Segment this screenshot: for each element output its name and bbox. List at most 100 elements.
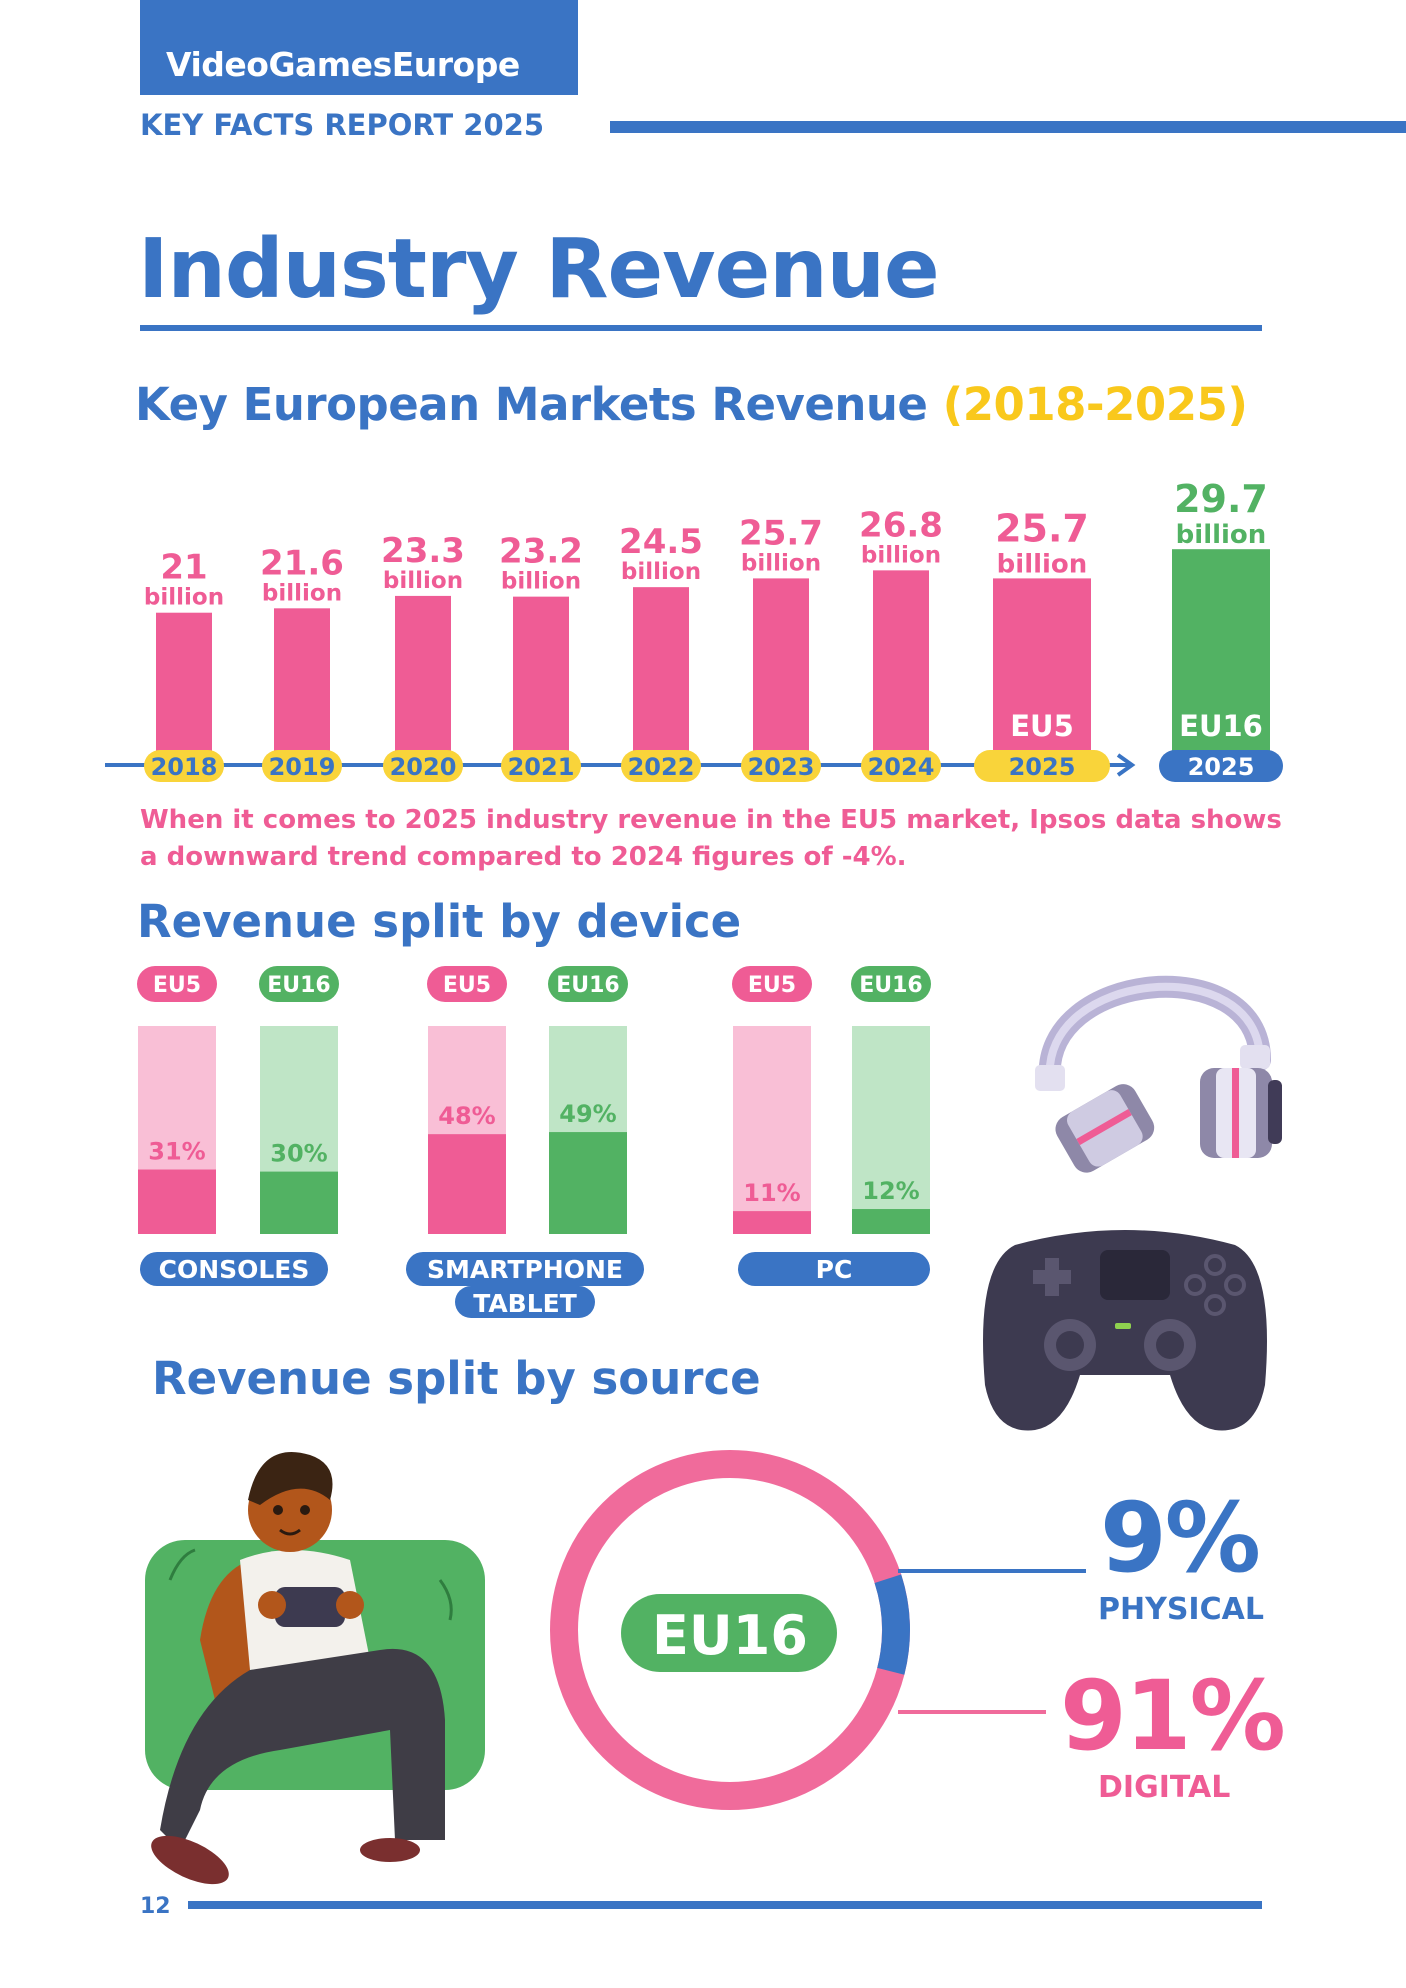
track-EU5-2 [733,1026,811,1234]
bar-EU5-1 [428,1134,506,1234]
bar-5 [753,578,809,766]
track-EU16-2 [852,1026,930,1234]
tag-EU5-1 [427,966,507,1002]
category-label-1-0: SMARTPHONE [427,1255,623,1284]
bar-8 [1172,549,1270,766]
year-label-4: 2022 [628,753,695,781]
value-label-7: 25.7 [995,506,1089,550]
brand-banner: VideoGamesEurope [140,0,578,95]
year-pill-2 [383,750,463,782]
year-pill-5 [741,750,821,782]
year-label-8: 2025 [1188,753,1255,781]
page-number: 12 [140,1894,171,1919]
title-rule [140,325,1262,331]
digital-leader-line [898,1710,1046,1714]
unit-label-5: billion [741,550,821,576]
bar-0 [156,612,212,766]
year-label-6: 2024 [868,753,935,781]
tag-EU16-1 [548,966,628,1002]
year-pill-8 [1159,750,1283,782]
tag-EU5-0 [137,966,217,1002]
bar-4 [633,587,689,766]
unit-label-0: billion [144,585,224,611]
year-label-0: 2018 [151,753,218,781]
tag-label-EU16-2: EU16 [859,973,923,998]
year-label-3: 2021 [508,753,575,781]
unit-label-4: billion [621,559,701,585]
report-title: KEY FACTS REPORT 2025 [140,108,545,142]
page-title: Industry Revenue [138,222,940,317]
tag-label-EU5-2: EU5 [748,973,796,998]
value-label-3: 23.2 [499,532,583,572]
bar-EU5-0 [138,1169,216,1234]
tag-label-EU5-0: EU5 [153,973,201,998]
year-pill-1 [262,750,342,782]
value-label-4: 24.5 [619,522,703,562]
value-label-1: 21.6 [260,543,344,583]
tag-EU16-0 [259,966,339,1002]
bar-EU16-2 [852,1209,930,1234]
market-note: When it comes to 2025 industry revenue i… [140,805,1282,872]
value-label-5: 25.7 [739,513,823,553]
footer-rule [188,1901,1262,1909]
digital-label: DIGITAL [1098,1770,1231,1805]
tag-EU16-2 [851,966,931,1002]
brand-name: VideoGamesEurope [166,45,520,84]
unit-label-8: billion [1176,520,1267,550]
year-pill-7 [974,750,1110,782]
bar-EU16-1 [549,1132,627,1234]
year-label-5: 2023 [748,753,815,781]
markets-title: Key European Markets Revenue (2018-2025) [135,378,1248,431]
unit-label-3: billion [501,569,581,595]
timeline-arrow-icon [1116,753,1136,777]
category-pill-0 [140,1252,328,1286]
year-pill-4 [621,750,701,782]
bar-6 [873,570,929,766]
pct-EU16-1: 49% [559,1100,616,1128]
bar-EU5-2 [733,1211,811,1234]
bar-2 [395,595,451,766]
digital-percent: 91% [1060,1660,1286,1772]
value-label-8: 29.7 [1174,477,1268,521]
source-title: Revenue split by source [152,1352,761,1405]
category-label-1-1: TABLET [473,1289,577,1318]
donut-center-label: EU16 [652,1604,808,1667]
bar-3 [513,596,569,766]
year-pill-3 [501,750,581,782]
year-pill-0 [144,750,224,782]
tag-label-EU5-1: EU5 [443,973,491,998]
bar-EU16-0 [260,1171,338,1234]
category-pill-1-b [455,1286,595,1318]
value-label-0: 21 [160,548,207,588]
markets-title-text: Key European Markets Revenue [135,378,928,431]
markets-title-years: (2018-2025) [942,378,1248,431]
tag-label-EU16-0: EU16 [267,973,331,998]
category-label-0-0: CONSOLES [159,1255,310,1284]
unit-label-2: billion [383,568,463,594]
value-label-6: 26.8 [859,505,943,545]
physical-label: PHYSICAL [1098,1592,1264,1627]
physical-leader-line [898,1569,1086,1573]
physical-percent: 9% [1100,1482,1261,1594]
device-split-chart: EU5 31% EU16 30% EU5 48% EU16 49% EU5 11% EU16 12% C… [137,966,931,1318]
tag-label-EU16-1: EU16 [556,973,620,998]
value-label-2: 23.3 [381,531,465,571]
tag-EU5-2 [732,966,812,1002]
gamer-illustration [145,1452,485,1885]
unit-label-6: billion [861,542,941,568]
source-donut-chart: EU16 [550,1450,910,1810]
bar-tag-8: EU16 [1179,709,1263,743]
pct-EU16-2: 12% [862,1177,919,1205]
pct-EU5-2: 11% [743,1179,800,1207]
header-rule [610,121,1406,133]
unit-label-1: billion [262,580,342,606]
pct-EU16-0: 30% [270,1140,327,1168]
gamepad-icon [983,1230,1267,1431]
bar-1 [274,608,330,766]
unit-label-7: billion [997,549,1088,579]
device-title: Revenue split by device [137,895,742,948]
year-pill-6 [861,750,941,782]
year-label-1: 2019 [269,753,336,781]
donut-center-pill [621,1594,837,1672]
category-pill-2 [738,1252,930,1286]
